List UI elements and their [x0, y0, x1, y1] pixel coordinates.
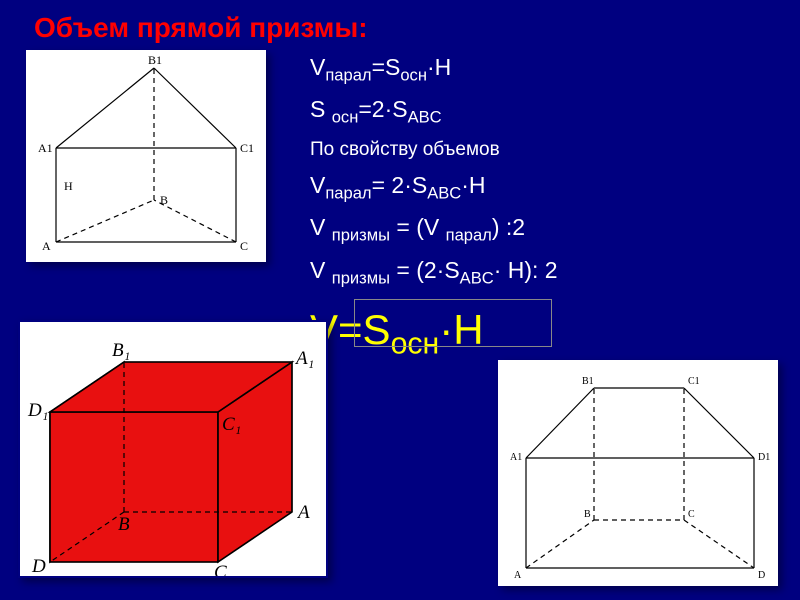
svg-text:A1: A1 — [38, 141, 53, 155]
trapezoid-svg: A B C D A1 B1 C1 D1 — [498, 360, 778, 586]
svg-text:A: A — [296, 502, 310, 523]
svg-text:C1: C1 — [240, 141, 254, 155]
svg-text:B1: B1 — [582, 376, 594, 387]
formula-list: Vпарал=Sосн·H S осн=2·SABC По свойству о… — [310, 50, 558, 372]
svg-text:B: B — [160, 193, 168, 207]
svg-text:D1: D1 — [758, 452, 770, 463]
svg-text:A: A — [42, 239, 51, 253]
svg-text:C₁: C₁ — [222, 414, 241, 435]
svg-text:B1: B1 — [148, 53, 162, 67]
svg-text:A: A — [514, 570, 522, 581]
svg-text:C: C — [214, 562, 227, 578]
figure-triangular-prism: A B C A1 B1 C1 H — [26, 50, 266, 262]
svg-text:H: H — [64, 179, 73, 193]
formula-note: По свойству объемов — [310, 135, 558, 164]
formula-2: S осн=2·SABC — [310, 92, 558, 130]
formula-5: V призмы = (V парал) :2 — [310, 210, 558, 248]
prism-svg: A B C A1 B1 C1 H — [26, 50, 266, 262]
formula-1: Vпарал=Sосн·H — [310, 50, 558, 88]
svg-text:C: C — [240, 239, 248, 253]
formula-4: Vпарал= 2·SABC·H — [310, 168, 558, 206]
slide-title: Объем прямой призмы: — [0, 0, 800, 44]
figure-trapezoid-prism: A B C D A1 B1 C1 D1 — [498, 360, 778, 586]
svg-text:C1: C1 — [688, 376, 700, 387]
svg-text:D: D — [31, 556, 46, 577]
svg-text:D: D — [758, 570, 765, 581]
parallelepiped-svg: D C A B D₁ C₁ A₁ B₁ — [20, 322, 328, 578]
figure-parallelepiped: D C A B D₁ C₁ A₁ B₁ — [18, 320, 328, 578]
svg-text:B: B — [118, 514, 130, 535]
formula-6: V призмы = (2·SABC· H): 2 — [310, 253, 558, 291]
svg-text:B: B — [584, 509, 591, 520]
svg-text:C: C — [688, 509, 695, 520]
svg-text:B₁: B₁ — [112, 340, 130, 361]
svg-text:D₁: D₁ — [27, 400, 48, 421]
svg-text:A₁: A₁ — [294, 348, 314, 369]
svg-text:A1: A1 — [510, 452, 522, 463]
formula-result: V=Sосн·H — [310, 297, 558, 368]
